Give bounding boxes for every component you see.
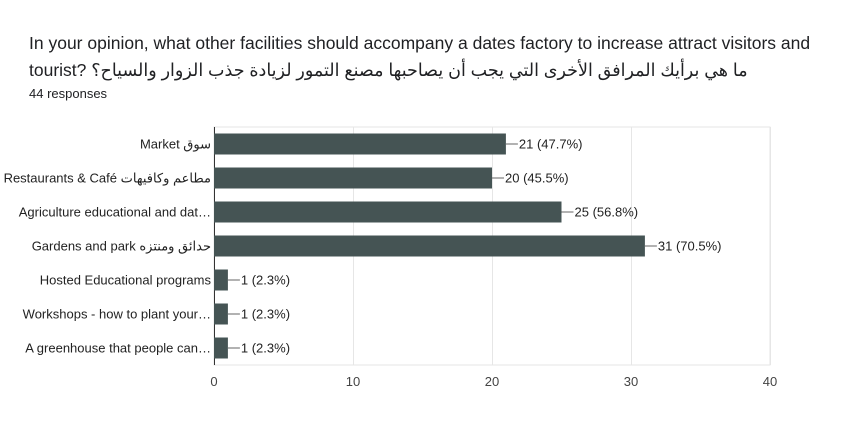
x-tick-label: 10 xyxy=(346,374,360,389)
bar[interactable] xyxy=(214,337,228,359)
x-tick-label: 20 xyxy=(485,374,499,389)
category-label: Agriculture educational and dat… xyxy=(19,205,211,220)
data-label: 21 (47.7%) xyxy=(519,137,583,152)
response-count: 44 responses xyxy=(29,86,108,101)
data-label: 31 (70.5%) xyxy=(658,239,722,254)
category-label: Hosted Educational programs xyxy=(40,273,212,288)
category-label: Workshops - how to plant your… xyxy=(23,307,211,322)
data-label: 1 (2.3%) xyxy=(241,273,290,288)
question-title: In your opinion, what other facilities s… xyxy=(29,33,811,80)
bar[interactable] xyxy=(214,167,492,189)
category-label: Gardens and park حدائق ومنتزه xyxy=(32,239,211,255)
chart-bars xyxy=(214,133,645,359)
x-tick-labels: 0 10 20 30 40 xyxy=(210,374,777,389)
x-tick-label: 40 xyxy=(763,374,777,389)
data-label: 1 (2.3%) xyxy=(241,307,290,322)
bar[interactable] xyxy=(214,133,506,155)
category-label: Restaurants & Café مطاعم وكافيهات xyxy=(4,171,211,187)
category-label: Market سوق xyxy=(140,137,211,153)
data-label: 1 (2.3%) xyxy=(241,341,290,356)
data-label: 20 (45.5%) xyxy=(505,171,569,186)
category-label: A greenhouse that people can… xyxy=(25,341,211,356)
data-label: 25 (56.8%) xyxy=(575,205,639,220)
bar[interactable] xyxy=(214,303,228,325)
bar[interactable] xyxy=(214,235,645,257)
data-labels: 21 (47.7%) 20 (45.5%) 25 (56.8%) 31 (70.5%)… xyxy=(227,137,722,356)
bar[interactable] xyxy=(214,269,228,291)
x-tick-label: 30 xyxy=(624,374,638,389)
category-labels: Market سوق Restaurants & Café مطاعم وكافي… xyxy=(4,137,212,356)
bar[interactable] xyxy=(214,201,562,223)
x-tick-label: 0 xyxy=(210,374,217,389)
